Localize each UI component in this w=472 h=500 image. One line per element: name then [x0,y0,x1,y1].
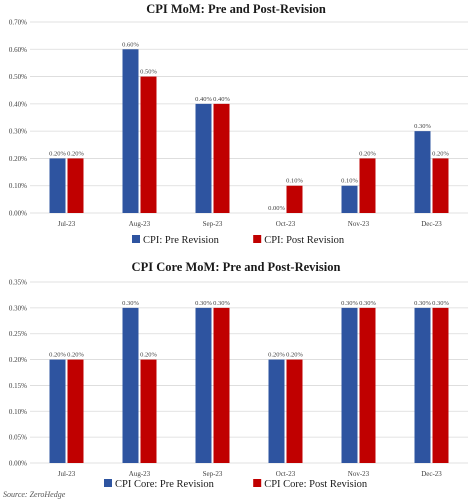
bar [286,185,303,213]
bar [432,158,449,213]
y-tick-label: 0.15% [9,382,27,390]
data-label: 0.30% [195,300,212,307]
data-label: 0.30% [122,300,139,307]
bar [213,103,230,213]
y-tick-label: 0.30% [9,304,27,312]
x-tick-label: Dec-23 [421,220,442,228]
data-label: 0.20% [49,352,66,359]
bar [341,185,358,213]
x-tick-label: Oct-23 [276,220,296,228]
bar [140,359,157,463]
bar [414,131,431,213]
y-tick-label: 0.20% [9,356,27,364]
chart-title: CPI Core MoM: Pre and Post-Revision [131,260,341,274]
legend-label: CPI Core: Pre Revision [115,479,215,490]
legend-label: CPI: Post Revision [264,235,345,246]
bar [122,307,139,463]
y-tick-label: 0.10% [9,182,27,190]
data-label: 0.00% [268,205,285,212]
legend-swatch [132,235,140,243]
cpi-mom-plot: 0.00% 0.10% 0.20% 0.30% 0.40% 0.50% 0.60% 0.70%… [9,19,468,246]
bar [432,307,449,463]
data-label: 0.20% [49,150,66,157]
y-tick-label: 0.60% [9,46,27,54]
y-tick-label: 0.50% [9,73,27,81]
x-tick-label: Aug-23 [129,470,151,478]
data-label: 0.30% [213,300,230,307]
bar [67,359,84,463]
legend-swatch [253,479,262,487]
source-note: Source: ZeroHedge [3,490,66,499]
bar [122,49,139,214]
data-label: 0.20% [268,352,285,359]
y-tick-label: 0.00% [9,460,27,468]
x-tick-label: Oct-23 [276,470,296,478]
data-label: 0.40% [195,96,212,103]
bar [195,307,212,463]
bar [213,307,230,463]
cpi-mom-chart: CPI MoM: Pre and Post-Revision 0.00% 0.10… [9,2,468,246]
bar [341,307,358,463]
legend-swatch [104,479,112,487]
y-tick-label: 0.70% [9,19,27,27]
bar [286,359,303,463]
cpi-core-mom-chart: CPI Core MoM: Pre and Post-Revision 0.00… [0,252,472,492]
bar [195,103,212,213]
x-tick-label: Jul-23 [58,220,76,228]
x-tick-label: Sep-23 [203,220,223,228]
data-label: 0.10% [286,178,303,185]
data-label: 0.20% [140,352,157,359]
legend-label: CPI Core: Post Revision [264,479,368,490]
data-label: 0.30% [414,300,431,307]
data-label: 0.30% [359,300,376,307]
cpi-core-mom-plot: 0.00% 0.05% 0.10% 0.15% 0.20% 0.25% 0.30% 0.35%… [9,279,468,490]
bar [140,76,157,213]
data-label: 0.20% [286,352,303,359]
legend-label: CPI: Pre Revision [143,235,220,246]
data-label: 0.20% [359,150,376,157]
legend-swatch [253,235,262,243]
bar [268,359,285,463]
data-label: 0.30% [414,123,431,130]
data-label: 0.20% [67,352,84,359]
data-label: 0.20% [67,150,84,157]
data-label: 0.30% [341,300,358,307]
x-tick-label: Nov-23 [348,220,370,228]
data-label: 0.60% [122,41,139,48]
y-tick-label: 0.00% [9,210,27,218]
data-label: 0.40% [213,96,230,103]
y-tick-label: 0.05% [9,434,27,442]
y-tick-label: 0.20% [9,155,27,163]
y-tick-label: 0.25% [9,330,27,338]
data-label: 0.30% [432,300,449,307]
bar [414,307,431,463]
x-tick-label: Aug-23 [129,220,151,228]
x-tick-label: Dec-23 [421,470,442,478]
bar [67,158,84,213]
bar [359,158,376,213]
y-tick-label: 0.30% [9,128,27,136]
y-tick-label: 0.35% [9,279,27,287]
y-tick-label: 0.40% [9,100,27,108]
chart-title: CPI MoM: Pre and Post-Revision [146,2,326,16]
x-tick-label: Jul-23 [58,470,76,478]
x-tick-label: Sep-23 [203,470,223,478]
data-label: 0.20% [432,150,449,157]
bar [49,158,66,213]
y-tick-label: 0.10% [9,408,27,416]
data-label: 0.50% [140,69,157,76]
bar [359,307,376,463]
bar [49,359,66,463]
x-tick-label: Nov-23 [348,470,370,478]
data-label: 0.10% [341,178,358,185]
